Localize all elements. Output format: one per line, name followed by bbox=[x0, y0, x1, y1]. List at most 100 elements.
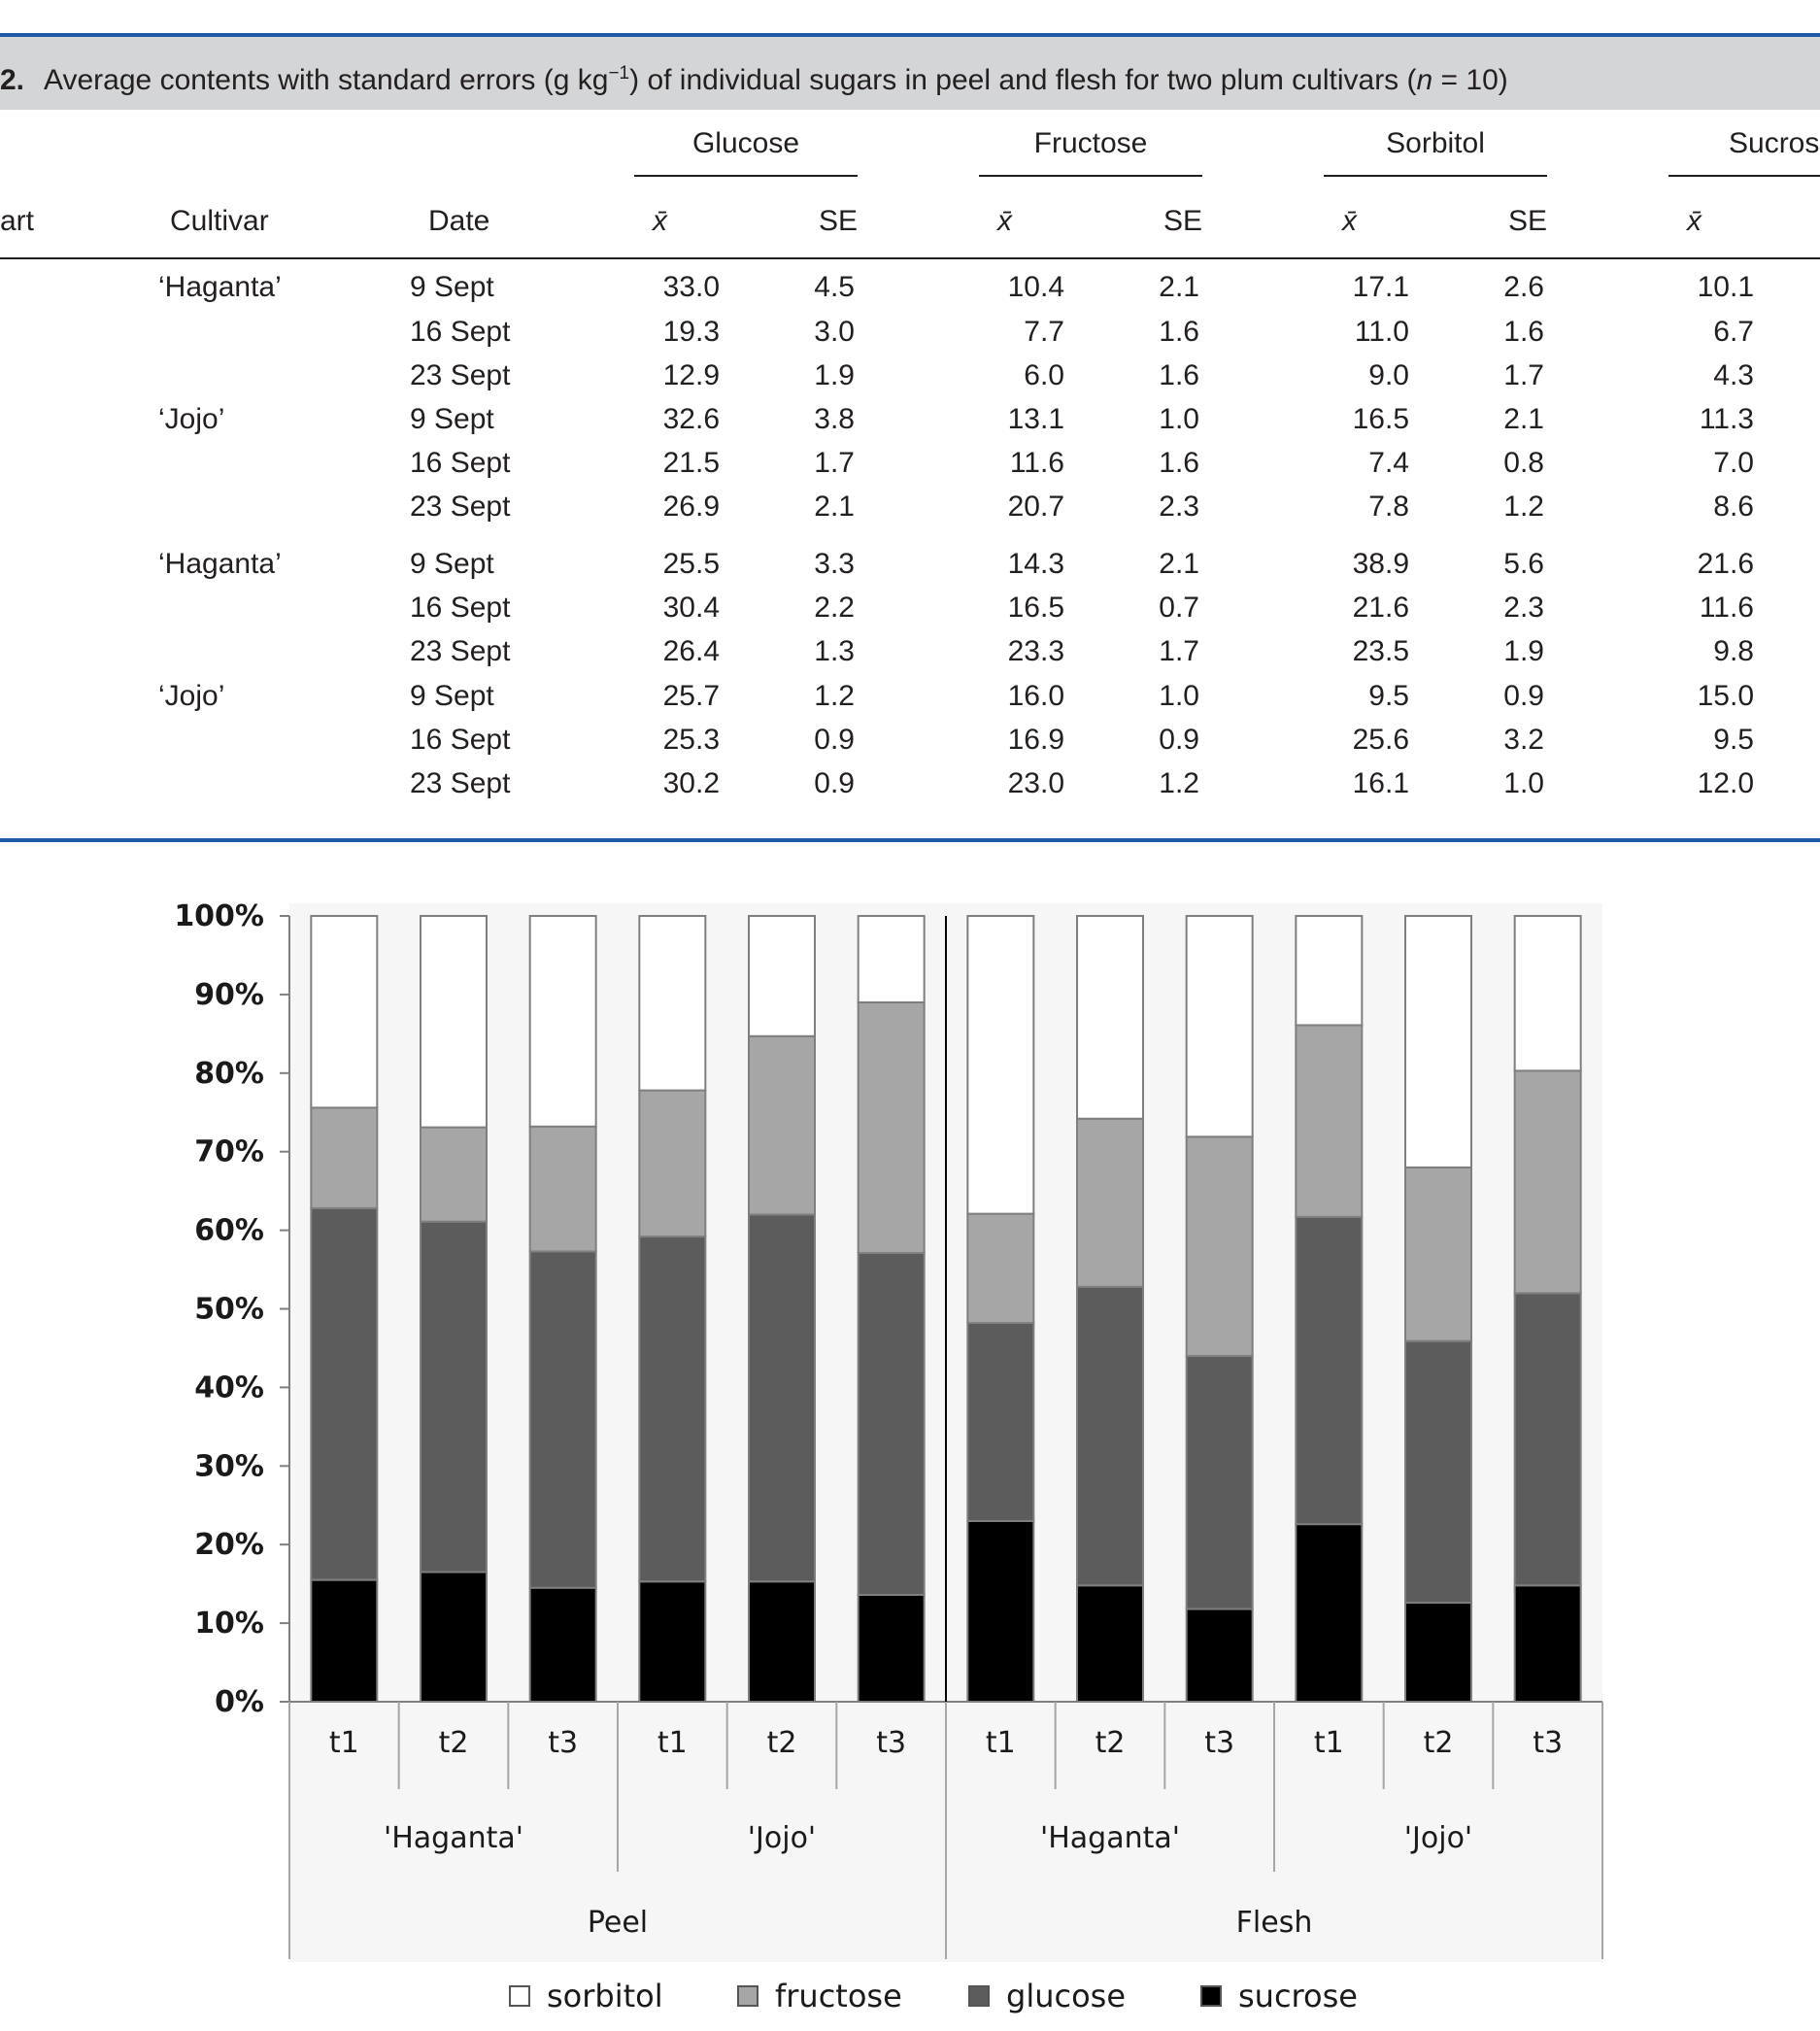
group-line-sorbitol bbox=[1324, 175, 1547, 177]
group-line-sucrose bbox=[1668, 175, 1820, 177]
legend-swatch-glucose bbox=[968, 1985, 990, 2007]
x-tick-label: t2 bbox=[439, 1726, 469, 1760]
cell-sorbitol-mean: 21.6 bbox=[1352, 592, 1409, 624]
cell-fructose-mean: 14.3 bbox=[1007, 548, 1064, 580]
x-tick-label: t2 bbox=[1095, 1726, 1126, 1760]
bar-segment-sucrose bbox=[966, 1519, 1035, 1704]
cell-date: 16 Sept bbox=[410, 592, 511, 624]
bar-segment-sorbitol bbox=[1076, 915, 1144, 1120]
caption-n: n bbox=[1416, 64, 1433, 96]
cell-sucrose-mean: 15.0 bbox=[1697, 680, 1754, 712]
bar-segment-fructose bbox=[638, 1089, 707, 1238]
bar-segment-fructose bbox=[1513, 1069, 1582, 1295]
cell-fructose-se: 1.6 bbox=[1159, 316, 1199, 348]
cell-sorbitol-se: 3.2 bbox=[1503, 724, 1544, 756]
cell-date: 9 Sept bbox=[410, 271, 494, 303]
cell-glucose-mean: 21.5 bbox=[662, 447, 720, 479]
bar-segment-fructose bbox=[748, 1034, 816, 1216]
group-header-sucrose: Sucros bbox=[1729, 127, 1820, 159]
cell-date: 9 Sept bbox=[410, 548, 494, 580]
bar-segment-sucrose bbox=[1295, 1523, 1364, 1704]
cell-sucrose-mean: 21.6 bbox=[1697, 548, 1754, 580]
bar-segment-glucose bbox=[748, 1213, 816, 1583]
cell-glucose-mean: 30.4 bbox=[662, 592, 720, 624]
bar-segment-glucose bbox=[1185, 1355, 1254, 1610]
cell-glucose-se: 0.9 bbox=[814, 724, 855, 756]
y-tick-label: 50% bbox=[194, 1293, 264, 1327]
cell-sucrose-mean: 12.0 bbox=[1697, 767, 1754, 799]
y-tick-label: 20% bbox=[194, 1528, 264, 1562]
x-tick-label: t1 bbox=[657, 1726, 688, 1760]
cell-sorbitol-se: 1.2 bbox=[1503, 491, 1544, 523]
cell-date: 23 Sept bbox=[410, 491, 511, 523]
col-header-glucose-se: SE bbox=[819, 205, 859, 237]
cell-fructose-se: 0.9 bbox=[1159, 724, 1199, 756]
cell-sucrose-mean: 9.5 bbox=[1713, 724, 1754, 756]
y-tick-label: 10% bbox=[194, 1607, 264, 1641]
bar-segment-fructose bbox=[420, 1126, 488, 1223]
bar-segment-fructose bbox=[1185, 1135, 1254, 1358]
cell-cultivar: ‘Jojo’ bbox=[158, 680, 225, 712]
cell-glucose-se: 4.5 bbox=[814, 271, 855, 303]
legend-label-sucrose: sucrose bbox=[1238, 1978, 1358, 2014]
cell-glucose-mean: 19.3 bbox=[662, 316, 720, 348]
cell-date: 16 Sept bbox=[410, 724, 511, 756]
bar-segment-fructose bbox=[528, 1125, 597, 1253]
cell-glucose-se: 1.7 bbox=[814, 447, 855, 479]
x-tick-label: t3 bbox=[1204, 1726, 1234, 1760]
cell-cultivar: ‘Jojo’ bbox=[158, 403, 225, 435]
cell-fructose-se: 1.2 bbox=[1159, 767, 1199, 799]
cell-cultivar: ‘Haganta’ bbox=[158, 271, 282, 303]
caption-bar bbox=[0, 37, 1820, 110]
bar-segment-sorbitol bbox=[310, 915, 379, 1109]
y-tick-label: 60% bbox=[194, 1214, 264, 1248]
cell-glucose-se: 1.9 bbox=[814, 359, 855, 391]
bar-segment-glucose bbox=[420, 1220, 488, 1574]
bar-segment-sucrose bbox=[528, 1586, 597, 1703]
cell-date: 16 Sept bbox=[410, 447, 511, 479]
group-header-glucose: Glucose bbox=[691, 127, 800, 159]
part-label: Peel bbox=[588, 1906, 648, 1940]
cell-glucose-mean: 12.9 bbox=[662, 359, 720, 391]
cell-glucose-mean: 25.3 bbox=[662, 724, 720, 756]
cell-glucose-mean: 30.2 bbox=[662, 767, 720, 799]
table-caption: 2. Average contents with standard errors … bbox=[0, 54, 1820, 96]
bar-segment-sucrose bbox=[1513, 1584, 1582, 1703]
y-tick-label: 100% bbox=[174, 899, 264, 933]
cell-sucrose-mean: 9.8 bbox=[1713, 635, 1754, 667]
bar-segment-sucrose bbox=[1185, 1608, 1254, 1703]
bar-segment-fructose bbox=[966, 1212, 1035, 1325]
x-tick-label: t1 bbox=[1314, 1726, 1344, 1760]
cell-fructose-mean: 11.6 bbox=[1009, 447, 1064, 479]
caption-text-3: = 10) bbox=[1432, 64, 1508, 96]
cell-sorbitol-mean: 11.0 bbox=[1354, 316, 1409, 348]
cultivar-label: 'Haganta' bbox=[1040, 1821, 1180, 1855]
col-header-fructose-mean: x̄ bbox=[997, 205, 1012, 237]
col-header-fructose-se: SE bbox=[1163, 205, 1203, 237]
cell-sorbitol-se: 2.3 bbox=[1503, 592, 1544, 624]
cell-glucose-mean: 26.4 bbox=[662, 635, 720, 667]
cell-fructose-mean: 20.7 bbox=[1007, 491, 1064, 523]
cell-sorbitol-se: 1.7 bbox=[1503, 359, 1544, 391]
cell-fructose-mean: 16.9 bbox=[1007, 724, 1064, 756]
table-top-rule bbox=[0, 33, 1820, 37]
bar-segment-fructose bbox=[1404, 1166, 1472, 1342]
cell-fructose-se: 1.0 bbox=[1159, 680, 1199, 712]
cell-date: 9 Sept bbox=[410, 680, 494, 712]
x-tick-label: t2 bbox=[767, 1726, 797, 1760]
group-line-glucose bbox=[634, 175, 858, 177]
cell-fructose-mean: 16.0 bbox=[1007, 680, 1064, 712]
header-rule bbox=[0, 257, 1820, 259]
caption-text-2: ) of individual sugars in peel and flesh… bbox=[629, 64, 1417, 96]
y-tick-label: 40% bbox=[194, 1371, 264, 1405]
group-header-fructose: Fructose bbox=[1033, 127, 1148, 159]
bar-segment-glucose bbox=[1295, 1215, 1364, 1526]
cell-fructose-mean: 16.5 bbox=[1007, 592, 1064, 624]
bar-segment-fructose bbox=[310, 1106, 379, 1209]
bar-segment-glucose bbox=[1513, 1292, 1582, 1587]
cell-fructose-se: 1.0 bbox=[1159, 403, 1199, 435]
cell-sucrose-mean: 11.6 bbox=[1699, 592, 1754, 624]
cell-sorbitol-mean: 17.1 bbox=[1352, 271, 1409, 303]
bar-segment-sorbitol bbox=[638, 915, 707, 1092]
